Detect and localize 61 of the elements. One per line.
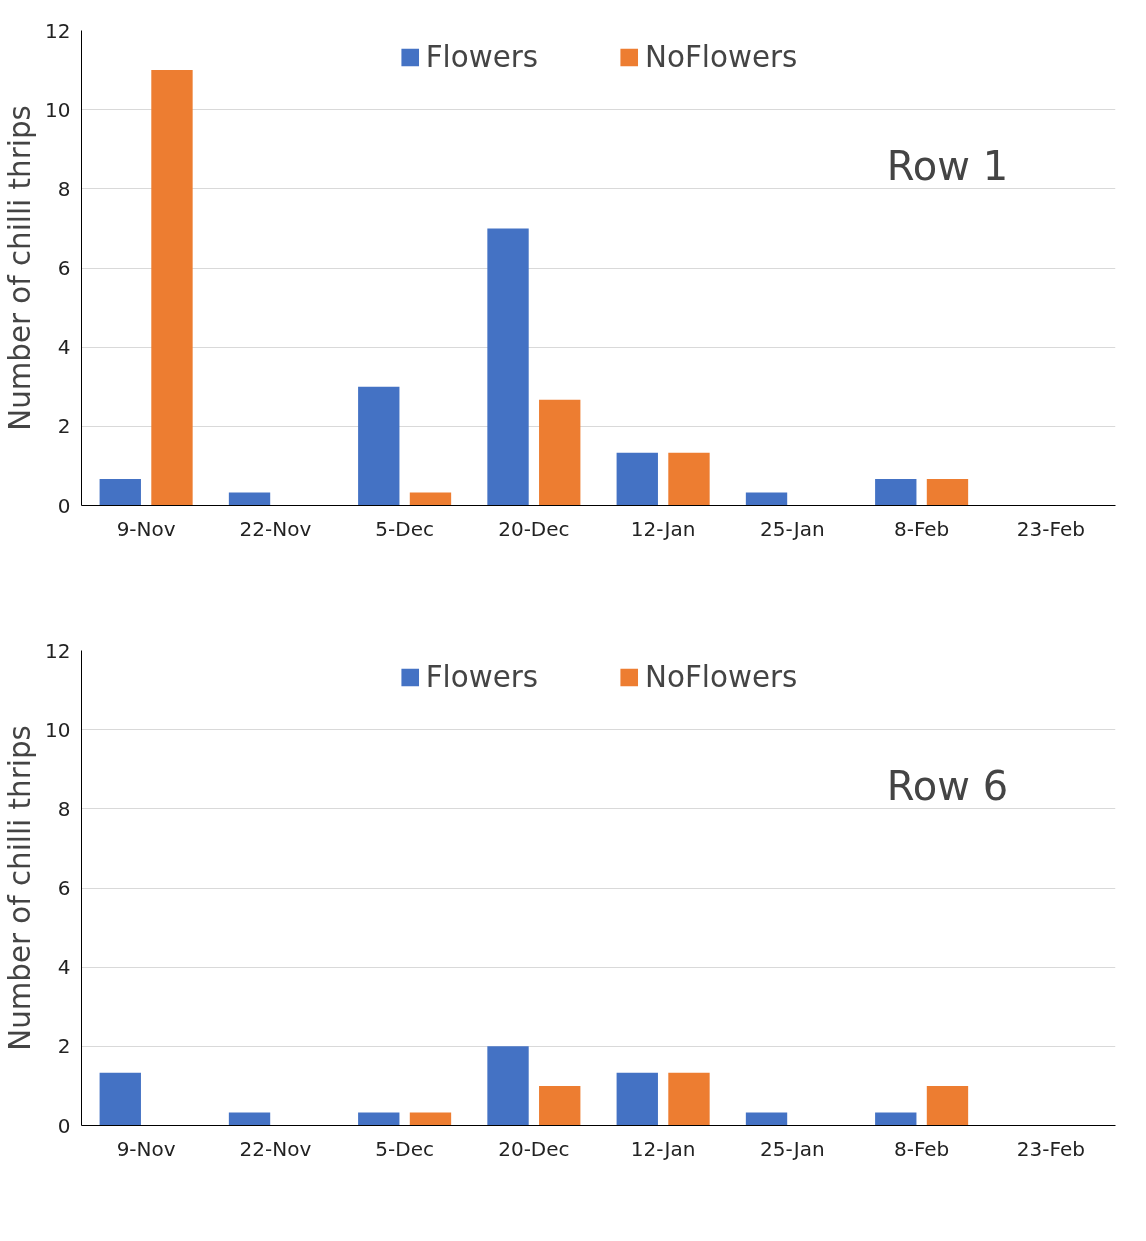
- y-tick-label: 10: [45, 717, 71, 742]
- x-tick-label: 23-Feb: [1016, 1136, 1085, 1161]
- y-tick-label: 12: [45, 638, 71, 663]
- y-tick-label: 8: [57, 176, 71, 201]
- y-tick-label: 10: [45, 97, 71, 122]
- y-tick-label: 8: [57, 796, 71, 821]
- bar: [668, 452, 710, 506]
- x-tick-label: 23-Feb: [1016, 516, 1085, 541]
- x-tick-label: 5-Dec: [375, 516, 434, 541]
- x-tick-label: 9-Nov: [116, 1136, 176, 1161]
- bar: [99, 1072, 141, 1126]
- legend-label: NoFlowers: [645, 40, 798, 74]
- x-tick-label: 8-Feb: [893, 516, 950, 541]
- bar: [745, 1112, 788, 1126]
- bar: [668, 1072, 710, 1126]
- x-tick-label: 22-Nov: [239, 516, 312, 541]
- y-tick-label: 6: [57, 256, 71, 280]
- x-tick-label: 9-Nov: [116, 516, 176, 541]
- bar: [745, 492, 788, 506]
- bar: [99, 478, 141, 506]
- x-tick-label: 25-Jan: [760, 1136, 825, 1161]
- bar: [487, 228, 529, 506]
- annotation: Row 6: [886, 762, 1009, 809]
- bar: [875, 478, 917, 506]
- bar: [487, 1046, 529, 1126]
- x-tick-label: 20-Dec: [498, 516, 570, 541]
- bar: [228, 492, 271, 506]
- y-tick-label: 6: [57, 876, 71, 900]
- bar: [616, 1072, 658, 1126]
- bar: [616, 452, 658, 506]
- bar: [358, 1112, 400, 1126]
- bar: [926, 478, 969, 506]
- y-tick-label: 4: [57, 335, 71, 360]
- bar: [926, 1085, 969, 1126]
- y-tick-label: 2: [57, 414, 71, 439]
- x-tick-label: 22-Nov: [239, 1136, 312, 1161]
- bar: [875, 1112, 917, 1126]
- legend-label: NoFlowers: [645, 660, 798, 694]
- bar: [409, 1112, 452, 1126]
- y-axis-title: Number of chilli thrips: [3, 105, 38, 431]
- y-tick-label: 12: [45, 18, 71, 43]
- bar: [151, 70, 193, 506]
- bar: [358, 386, 400, 506]
- x-tick-label: 25-Jan: [760, 516, 825, 541]
- bar: [539, 399, 581, 506]
- x-tick-label: 12-Jan: [630, 516, 696, 541]
- y-axis-title: Number of chilli thrips: [3, 725, 38, 1051]
- y-tick-label: 0: [57, 493, 71, 518]
- y-tick-label: 2: [57, 1034, 71, 1059]
- annotation: Row 1: [886, 142, 1009, 189]
- x-tick-label: 8-Feb: [893, 1136, 950, 1161]
- legend-label: Flowers: [425, 40, 539, 74]
- y-tick-label: 0: [57, 1113, 71, 1138]
- bar: [539, 1085, 581, 1126]
- legend-label: Flowers: [425, 660, 539, 694]
- y-tick-label: 4: [57, 955, 71, 980]
- x-tick-label: 20-Dec: [498, 1136, 570, 1161]
- bar: [228, 1112, 271, 1126]
- x-tick-label: 12-Jan: [630, 1136, 696, 1161]
- x-tick-label: 5-Dec: [375, 1136, 434, 1161]
- bar: [409, 492, 452, 506]
